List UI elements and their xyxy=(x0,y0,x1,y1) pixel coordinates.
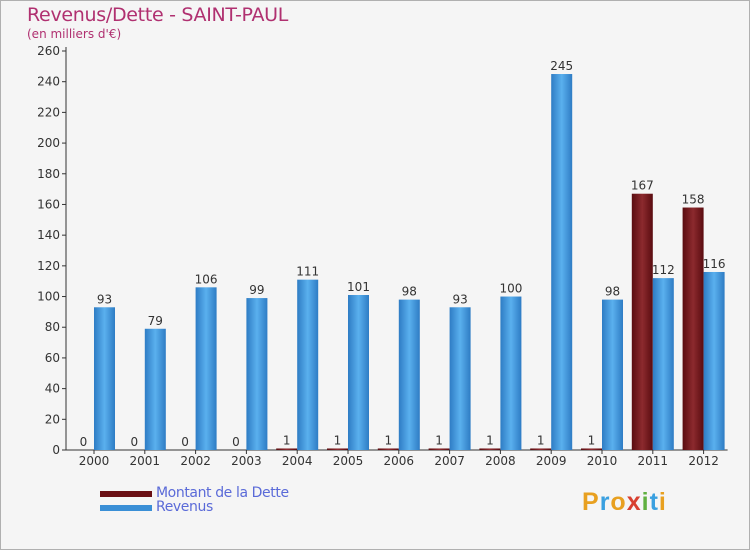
x-tick-label: 2002 xyxy=(180,454,211,468)
logo-letter: t xyxy=(649,488,659,516)
bar-revenus xyxy=(195,287,217,450)
chart-title: Revenus/Dette - SAINT-PAUL xyxy=(27,4,289,26)
data-label-revenus: 112 xyxy=(652,263,675,277)
legend-swatch-dette xyxy=(100,491,152,497)
legend-label-dette: Montant de la Dette xyxy=(156,485,289,501)
data-label-dette: 158 xyxy=(682,193,705,207)
x-tick-label: 2000 xyxy=(79,454,110,468)
x-tick-label: 2012 xyxy=(688,454,719,468)
bar-revenus xyxy=(703,271,725,450)
legend-swatch-revenus xyxy=(100,505,152,511)
data-label-revenus: 98 xyxy=(605,285,620,299)
bar-revenus xyxy=(398,299,420,450)
data-label-dette: 1 xyxy=(283,433,291,447)
bar-revenus xyxy=(144,328,166,450)
bar-revenus xyxy=(348,295,369,450)
bar-dette xyxy=(327,448,348,450)
bar-revenus xyxy=(500,296,522,450)
data-label-revenus: 93 xyxy=(452,292,467,306)
data-label-revenus: 79 xyxy=(148,314,163,328)
axes: 0204060801001201401601802002202402602000… xyxy=(37,44,728,468)
bar-dette xyxy=(631,193,653,450)
data-label-dette: 167 xyxy=(631,179,654,193)
y-tick-label: 60 xyxy=(45,351,60,365)
logo-letter: r xyxy=(599,488,611,516)
x-tick-label: 2008 xyxy=(485,454,516,468)
data-label-revenus: 116 xyxy=(703,257,726,271)
data-label-revenus: 93 xyxy=(97,292,112,306)
x-tick-label: 2001 xyxy=(130,454,161,468)
bar-revenus xyxy=(94,307,115,450)
data-label-revenus: 245 xyxy=(550,59,573,73)
logo-letter: x xyxy=(626,488,642,516)
y-tick-label: 140 xyxy=(37,228,60,242)
logo-letter: o xyxy=(610,488,627,516)
data-label-revenus: 111 xyxy=(296,265,319,279)
y-tick-label: 200 xyxy=(37,136,60,150)
x-tick-label: 2005 xyxy=(333,454,364,468)
y-tick-label: 20 xyxy=(45,412,60,426)
labels-group: 0930790106099111111011981931100124519816… xyxy=(80,59,726,449)
y-tick-label: 40 xyxy=(45,382,60,396)
y-tick-label: 180 xyxy=(37,167,60,181)
chart-subtitle: (en milliers d'€) xyxy=(27,27,122,41)
y-tick-label: 120 xyxy=(37,259,60,273)
bar-dette xyxy=(682,207,704,450)
data-label-revenus: 101 xyxy=(347,280,370,294)
bar-revenus xyxy=(246,298,268,450)
data-label-dette: 1 xyxy=(384,433,392,447)
y-tick-label: 0 xyxy=(52,443,60,457)
y-tick-label: 100 xyxy=(37,290,60,304)
bar-dette xyxy=(581,448,602,450)
data-label-revenus: 106 xyxy=(195,272,218,286)
data-label-revenus: 99 xyxy=(249,283,264,297)
data-label-revenus: 98 xyxy=(402,285,417,299)
x-tick-label: 2004 xyxy=(282,454,313,468)
data-label-revenus: 100 xyxy=(499,282,522,296)
logo-letter: i xyxy=(658,488,667,516)
logo-letter: i xyxy=(641,488,650,516)
x-tick-label: 2007 xyxy=(434,454,465,468)
x-tick-label: 2006 xyxy=(384,454,415,468)
x-tick-label: 2003 xyxy=(231,454,262,468)
y-tick-label: 220 xyxy=(37,105,60,119)
bar-dette xyxy=(377,448,399,450)
x-tick-label: 2011 xyxy=(638,454,669,468)
data-label-dette: 0 xyxy=(181,435,189,449)
bar-dette xyxy=(530,448,552,450)
data-label-dette: 1 xyxy=(334,433,342,447)
data-label-dette: 1 xyxy=(435,433,443,447)
data-label-dette: 0 xyxy=(80,435,88,449)
bars-group xyxy=(94,74,725,451)
legend-label-revenus: Revenus xyxy=(156,499,213,515)
y-tick-label: 240 xyxy=(37,75,60,89)
bar-dette xyxy=(276,448,298,450)
x-tick-label: 2009 xyxy=(536,454,567,468)
logo-letter: P xyxy=(582,488,600,516)
data-label-dette: 1 xyxy=(588,433,596,447)
y-tick-label: 160 xyxy=(37,197,60,211)
data-label-dette: 1 xyxy=(537,433,545,447)
bar-revenus xyxy=(602,299,623,450)
proxiti-logo: Proxiti xyxy=(582,488,667,517)
y-tick-label: 260 xyxy=(37,44,60,58)
bar-dette xyxy=(479,448,501,450)
bar-dette xyxy=(428,448,450,450)
y-tick-label: 80 xyxy=(45,320,60,334)
data-label-dette: 0 xyxy=(130,435,138,449)
data-label-dette: 0 xyxy=(232,435,240,449)
bar-revenus xyxy=(551,74,573,451)
bar-revenus xyxy=(652,278,674,450)
x-tick-label: 2010 xyxy=(587,454,618,468)
bar-revenus xyxy=(297,279,319,450)
data-label-dette: 1 xyxy=(486,433,494,447)
bar-revenus xyxy=(449,307,471,450)
